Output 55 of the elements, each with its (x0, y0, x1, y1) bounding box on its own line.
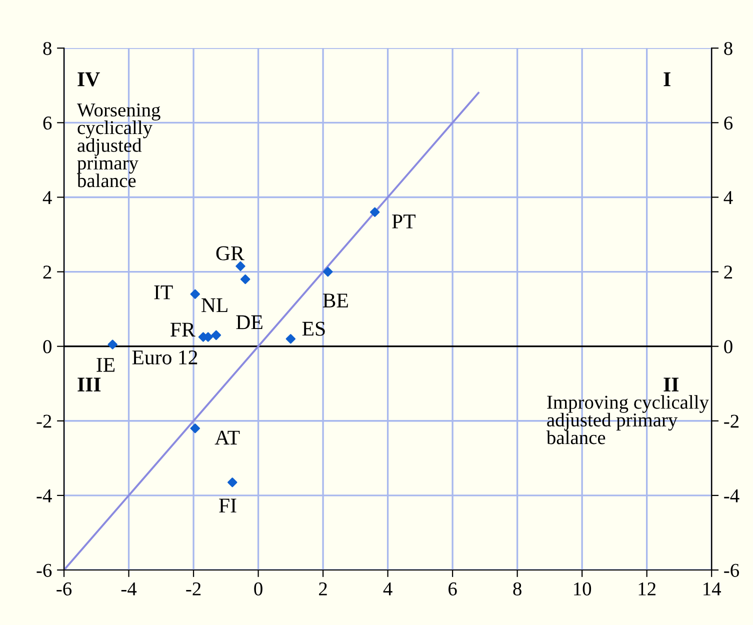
x-tick-label: -2 (186, 582, 201, 596)
x-tick-label: 8 (513, 582, 522, 596)
y2-tick-label: 2 (724, 266, 732, 279)
x-tick-label: 6 (448, 582, 457, 596)
point (211, 330, 222, 340)
annotation: I (664, 72, 670, 86)
y-tick-label: 6 (43, 116, 52, 130)
point (370, 207, 380, 218)
y2-tick-label: -2 (724, 414, 739, 428)
annotation: II (664, 378, 679, 392)
y-tick-label: 2 (43, 266, 52, 279)
x-tick-label: 10 (574, 582, 592, 596)
y2-tick-label: 4 (724, 191, 733, 204)
y-tick-label: 0 (43, 340, 52, 354)
y-tick-label: -2 (36, 414, 52, 428)
y-tick-label: -6 (36, 564, 52, 577)
annotation: NL (201, 298, 228, 312)
annotation: FI (219, 498, 236, 512)
point (286, 334, 296, 344)
x-tick-label: -6 (56, 582, 72, 596)
annotation: FR (170, 322, 196, 336)
y-tick-label: 8 (43, 42, 52, 56)
annotation: IE (96, 358, 115, 372)
annotation: Euro 12 (132, 350, 198, 364)
x-tick-label: 14 (704, 582, 722, 596)
y2-tick-label: 6 (724, 116, 733, 130)
y-tick-label: 4 (42, 191, 52, 204)
annotation: IT (154, 286, 173, 300)
x-tick-label: -4 (121, 582, 137, 596)
annotation: III (78, 378, 101, 392)
point (240, 274, 250, 284)
point (236, 261, 246, 272)
annotation: IV (78, 72, 100, 86)
x-tick-label: 4 (383, 582, 392, 596)
point (190, 289, 200, 300)
y2-tick-label: -4 (724, 489, 740, 502)
annotation: DE (236, 315, 262, 330)
y-tick-label: -4 (36, 489, 52, 502)
point (108, 340, 118, 350)
annotation: Worsening cyclically adjusted primary balance (76, 103, 160, 188)
annotation: AT (214, 430, 240, 444)
y2-tick-label: 8 (724, 42, 732, 56)
x-tick-label: 2 (319, 582, 327, 596)
point (228, 478, 238, 488)
y2-tick-label: 0 (724, 340, 732, 354)
point (323, 266, 333, 277)
y2-tick-label: -6 (724, 564, 740, 577)
annotation: GR (216, 246, 244, 260)
annotation: PT (392, 214, 416, 228)
x-tick-label: 0 (254, 582, 262, 596)
point (190, 423, 200, 434)
x-tick-label: 12 (638, 582, 656, 596)
annotation: ES (302, 322, 325, 336)
annotation: BE (322, 294, 348, 308)
annotation: Improving cyclically adjusted primary balance (546, 395, 709, 444)
